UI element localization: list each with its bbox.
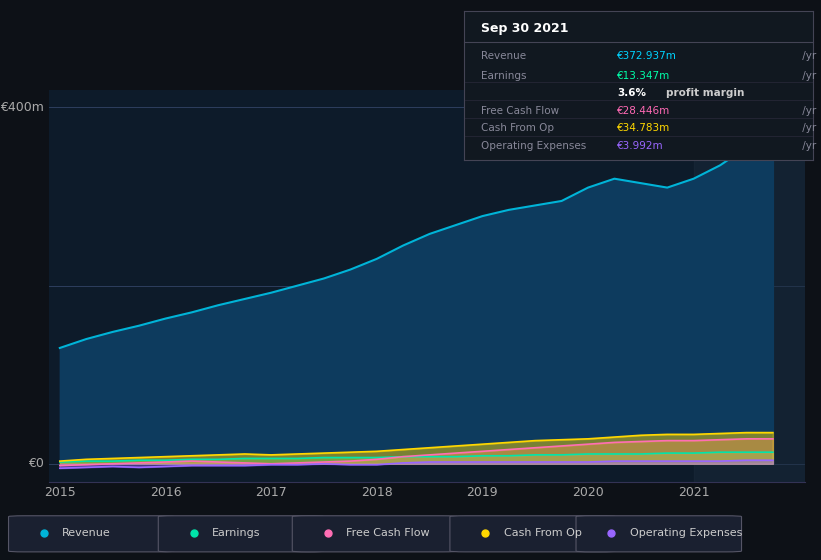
Text: /yr: /yr — [799, 51, 816, 60]
Bar — [694, 90, 805, 482]
FancyBboxPatch shape — [158, 516, 323, 552]
Text: Sep 30 2021: Sep 30 2021 — [481, 22, 569, 35]
Text: €0: €0 — [28, 458, 44, 470]
Text: /yr: /yr — [799, 141, 816, 151]
FancyBboxPatch shape — [8, 516, 174, 552]
Text: /yr: /yr — [799, 72, 816, 82]
Text: €3.992m: €3.992m — [617, 141, 664, 151]
Text: Earnings: Earnings — [481, 72, 527, 82]
FancyBboxPatch shape — [292, 516, 458, 552]
FancyBboxPatch shape — [450, 516, 616, 552]
Text: Revenue: Revenue — [62, 529, 111, 538]
Text: Earnings: Earnings — [212, 529, 260, 538]
Text: Cash From Op: Cash From Op — [481, 123, 554, 133]
Text: /yr: /yr — [799, 106, 816, 115]
Text: Free Cash Flow: Free Cash Flow — [481, 106, 559, 115]
FancyBboxPatch shape — [576, 516, 741, 552]
Text: Revenue: Revenue — [481, 51, 526, 60]
Text: €34.783m: €34.783m — [617, 123, 671, 133]
Text: Operating Expenses: Operating Expenses — [630, 529, 742, 538]
Text: Cash From Op: Cash From Op — [503, 529, 581, 538]
Text: €28.446m: €28.446m — [617, 106, 671, 115]
Text: profit margin: profit margin — [667, 88, 745, 98]
Text: €372.937m: €372.937m — [617, 51, 677, 60]
Text: Free Cash Flow: Free Cash Flow — [346, 529, 429, 538]
Text: /yr: /yr — [799, 123, 816, 133]
Text: €13.347m: €13.347m — [617, 72, 671, 82]
Text: 3.6%: 3.6% — [617, 88, 646, 98]
Text: Operating Expenses: Operating Expenses — [481, 141, 586, 151]
Text: €400m: €400m — [0, 101, 44, 114]
